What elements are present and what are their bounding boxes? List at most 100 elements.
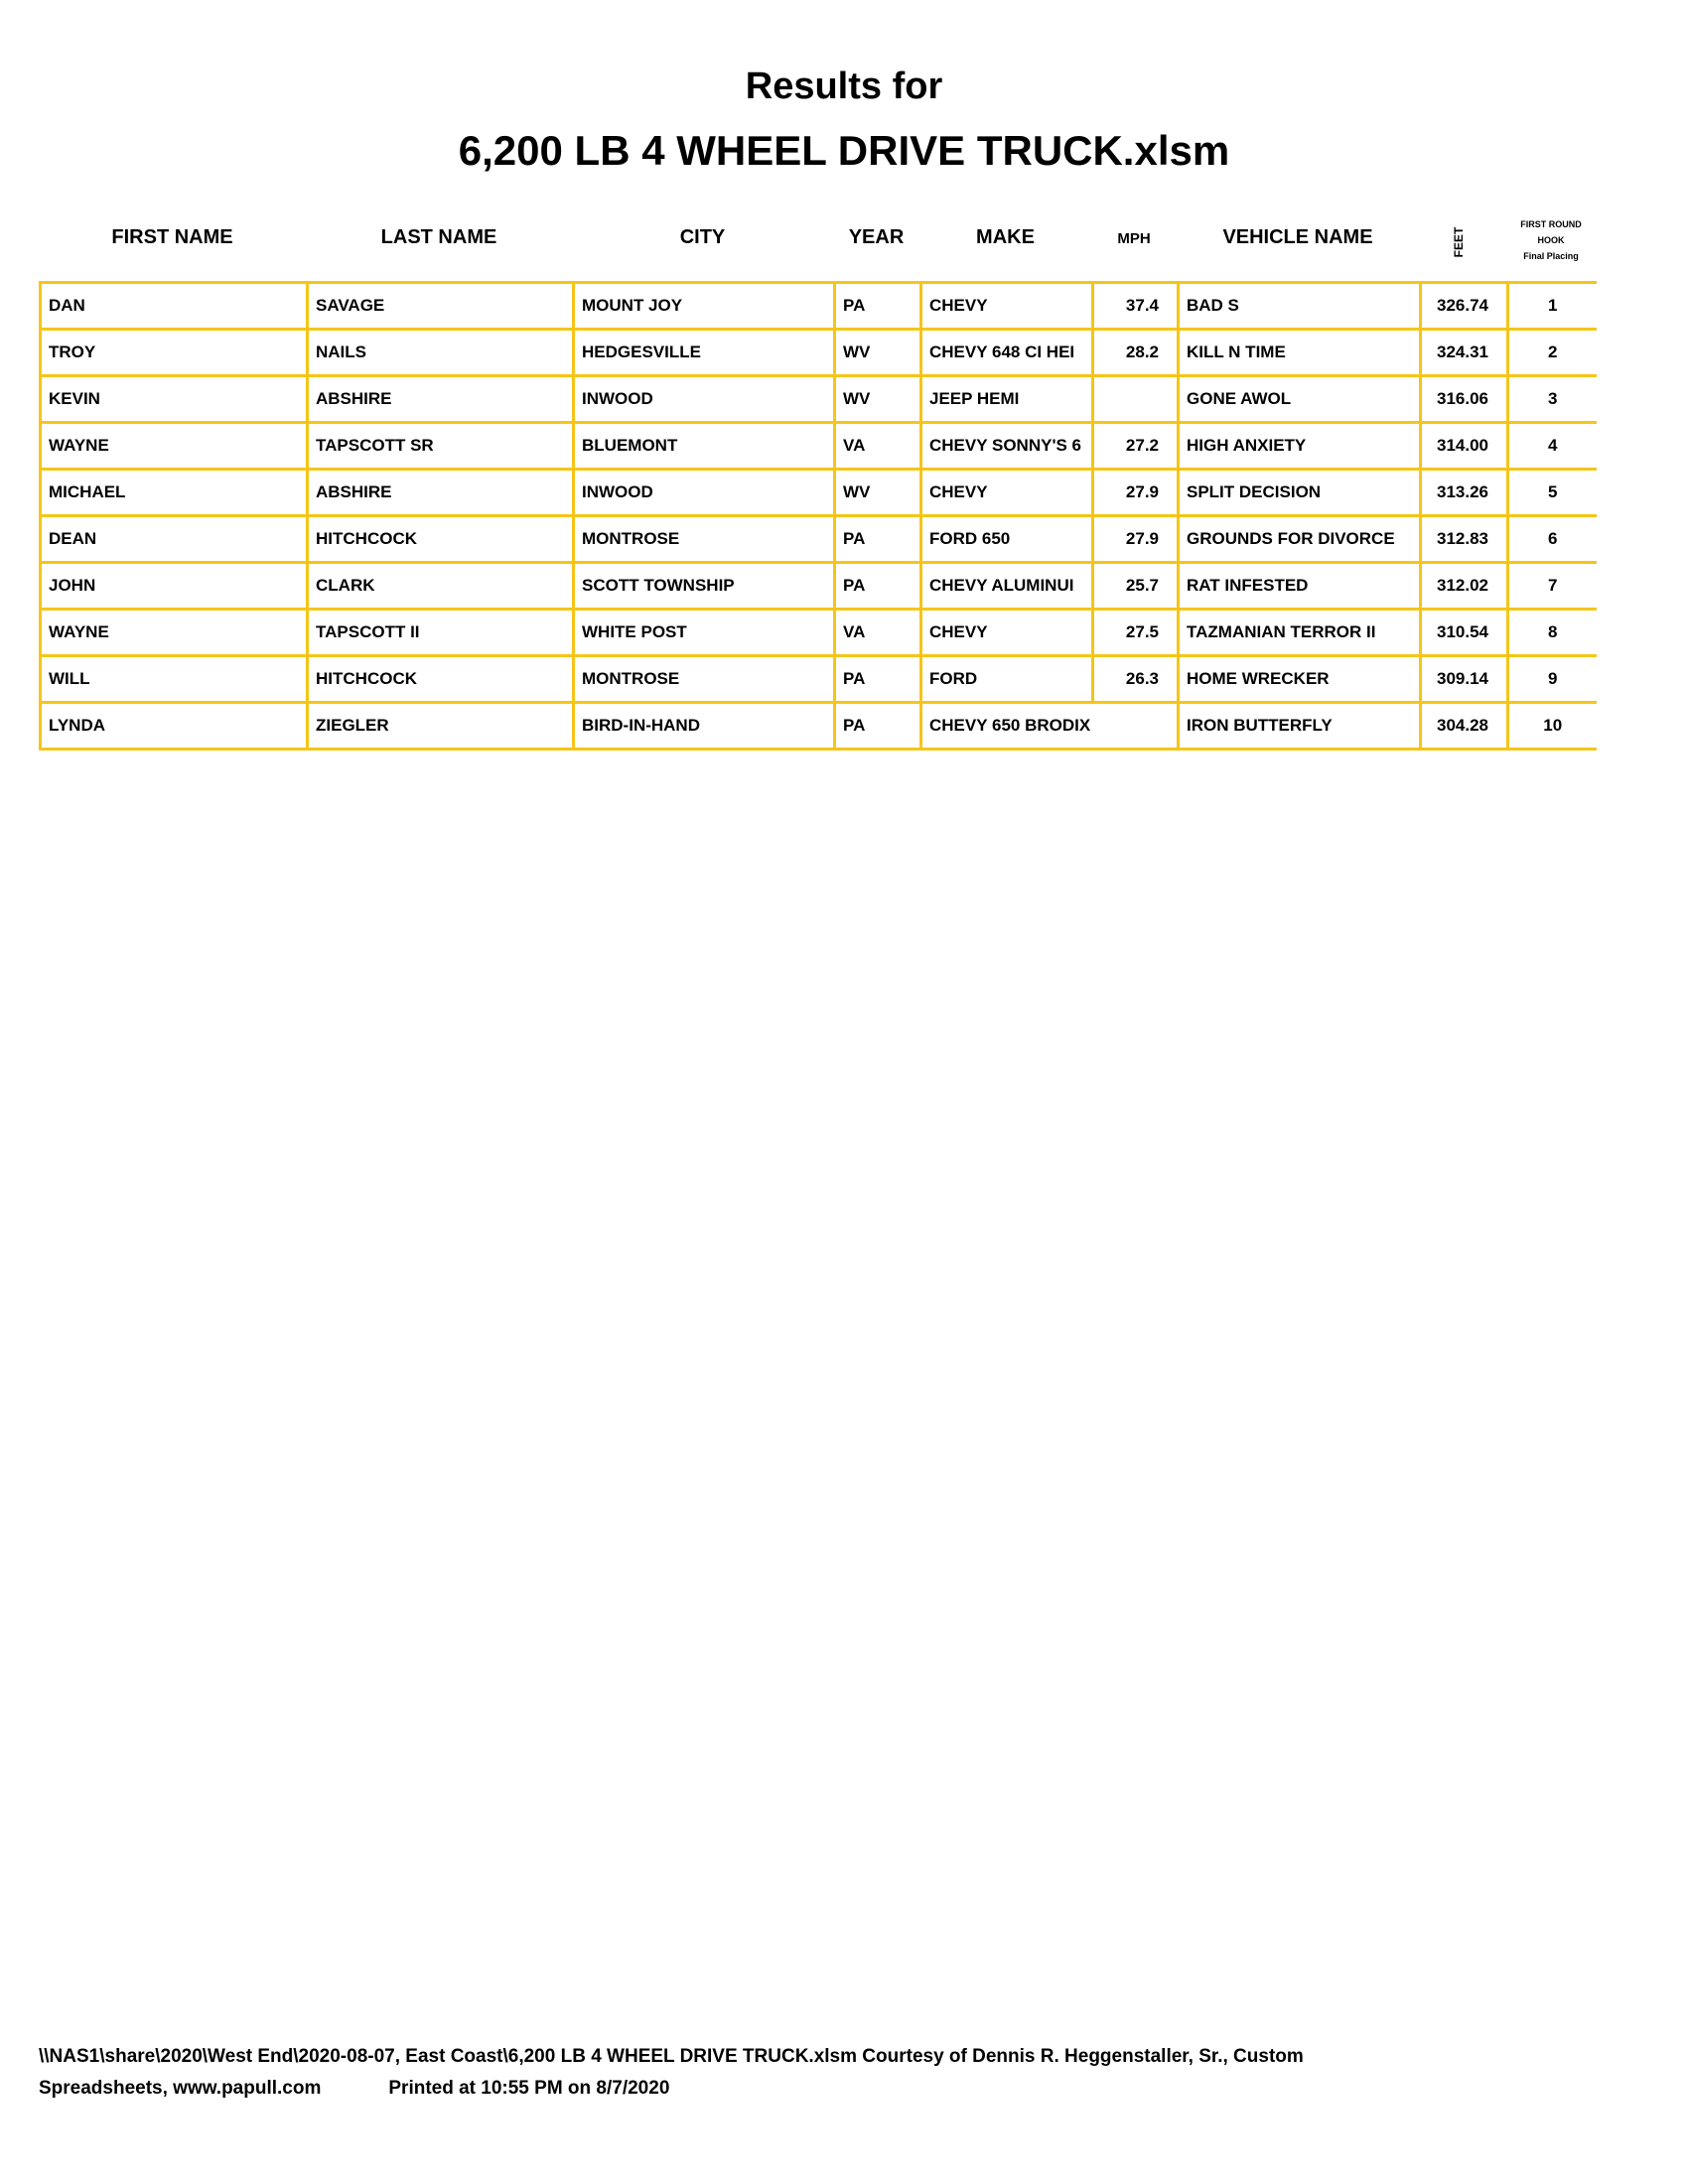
header-year: YEAR — [848, 226, 905, 248]
cell-last-name: HITCHCOCK — [306, 514, 575, 564]
table-row: KEVIN ABSHIRE INWOOD WV JEEP HEMI GONE AWOL 31… — [39, 374, 1597, 424]
cell-vehicle-name: RAT INFESTED — [1177, 561, 1422, 611]
cell-vehicle-name: GROUNDS FOR DIVORCE — [1177, 514, 1422, 564]
cell-make: CHEVY — [919, 281, 1094, 331]
header-city: CITY — [679, 226, 726, 248]
cell-mph: 37.4 — [1091, 281, 1180, 331]
cell-feet: 313.26 — [1419, 468, 1509, 517]
cell-feet: 316.06 — [1419, 374, 1509, 424]
header-last-name: LAST NAME — [380, 226, 497, 248]
cell-make: JEEP HEMI — [919, 374, 1094, 424]
cell-city: BIRD-IN-HAND — [572, 701, 836, 751]
cell-vehicle-name: KILL N TIME — [1177, 328, 1422, 377]
table-row: TROY NAILS HEDGESVILLE WV CHEVY 648 CI HEI 28… — [39, 328, 1597, 377]
cell-vehicle-name: SPLIT DECISION — [1177, 468, 1422, 517]
cell-state: VA — [833, 421, 922, 471]
cell-feet: 309.14 — [1419, 654, 1509, 704]
table-row: MICHAEL ABSHIRE INWOOD WV CHEVY 27.9 SPLIT DEC… — [39, 468, 1597, 517]
cell-vehicle-name: BAD S — [1177, 281, 1422, 331]
cell-mph: 27.2 — [1091, 421, 1180, 471]
cell-feet: 326.74 — [1419, 281, 1509, 331]
cell-placing: 4 — [1506, 421, 1597, 471]
cell-state: WV — [833, 468, 922, 517]
table-row: DEAN HITCHCOCK MONTROSE PA FORD 650 27.9 GROUN… — [39, 514, 1597, 564]
cell-feet: 304.28 — [1419, 701, 1509, 751]
cell-last-name: ZIEGLER — [306, 701, 575, 751]
table-row: WAYNE TAPSCOTT II WHITE POST VA CHEVY 27.5 TAZ… — [39, 608, 1597, 657]
table-row: DAN SAVAGE MOUNT JOY PA CHEVY 37.4 BAD S 326.74… — [39, 281, 1597, 331]
cell-city: BLUEMONT — [572, 421, 836, 471]
cell-state: PA — [833, 701, 922, 751]
cell-first-name: LYNDA — [39, 701, 309, 751]
cell-placing: 2 — [1506, 328, 1597, 377]
cell-first-name: DAN — [39, 281, 309, 331]
cell-make: CHEVY ALUMINUI — [919, 561, 1094, 611]
cell-last-name: CLARK — [306, 561, 575, 611]
cell-first-name: JOHN — [39, 561, 309, 611]
table-row: JOHN CLARK SCOTT TOWNSHIP PA CHEVY ALUMINUI 2… — [39, 561, 1597, 611]
cell-last-name: ABSHIRE — [306, 374, 575, 424]
cell-placing: 3 — [1506, 374, 1597, 424]
cell-state: VA — [833, 608, 922, 657]
cell-vehicle-name: TAZMANIAN TERROR II — [1177, 608, 1422, 657]
cell-mph: 27.9 — [1091, 514, 1180, 564]
cell-feet: 314.00 — [1419, 421, 1509, 471]
cell-vehicle-name: HIGH ANXIETY — [1177, 421, 1422, 471]
cell-vehicle-name: HOME WRECKER — [1177, 654, 1422, 704]
cell-city: MONTROSE — [572, 514, 836, 564]
cell-state: PA — [833, 561, 922, 611]
cell-make: CHEVY — [919, 468, 1094, 517]
cell-feet: 310.54 — [1419, 608, 1509, 657]
cell-state: WV — [833, 374, 922, 424]
cell-first-name: WILL — [39, 654, 309, 704]
table-row: LYNDA ZIEGLER BIRD-IN-HAND PA CHEVY 650 BROD… — [39, 701, 1597, 751]
header-hook-line3: Final Placing — [1523, 251, 1579, 261]
cell-city: SCOTT TOWNSHIP — [572, 561, 836, 611]
header-feet: FEET — [1452, 226, 1466, 258]
cell-state: PA — [833, 514, 922, 564]
cell-make: FORD — [919, 654, 1094, 704]
title-line-1: Results for — [745, 66, 943, 107]
cell-placing: 5 — [1506, 468, 1597, 517]
cell-mph: 26.3 — [1091, 654, 1180, 704]
cell-city: WHITE POST — [572, 608, 836, 657]
cell-first-name: KEVIN — [39, 374, 309, 424]
header-final-placing: FIRST ROUND HOOK Final Placing — [1506, 216, 1596, 264]
cell-mph — [1091, 374, 1180, 424]
header-vehicle-name: VEHICLE NAME — [1222, 226, 1373, 248]
footer-printed: Printed at 10:55 PM on 8/7/2020 — [388, 2078, 670, 2099]
header-first-name: FIRST NAME — [111, 226, 233, 248]
cell-make: CHEVY — [919, 608, 1094, 657]
table-row: WILL HITCHCOCK MONTROSE PA FORD 26.3 HOME WREC… — [39, 654, 1597, 704]
cell-mph: 27.9 — [1091, 468, 1180, 517]
cell-mph: 28.2 — [1091, 328, 1180, 377]
cell-placing: 8 — [1506, 608, 1597, 657]
cell-last-name: ABSHIRE — [306, 468, 575, 517]
title-line-2: 6,200 LB 4 WHEEL DRIVE TRUCK.xlsm — [458, 127, 1230, 174]
cell-feet: 312.02 — [1419, 561, 1509, 611]
cell-city: MOUNT JOY — [572, 281, 836, 331]
cell-city: INWOOD — [572, 374, 836, 424]
cell-city: MONTROSE — [572, 654, 836, 704]
cell-make: CHEVY SONNY'S 6 — [919, 421, 1094, 471]
cell-placing: 6 — [1506, 514, 1597, 564]
cell-first-name: WAYNE — [39, 608, 309, 657]
cell-last-name: SAVAGE — [306, 281, 575, 331]
cell-first-name: DEAN — [39, 514, 309, 564]
cell-first-name: TROY — [39, 328, 309, 377]
header-mph: MPH — [1117, 230, 1151, 247]
cell-placing: 10 — [1506, 701, 1597, 751]
table-row: WAYNE TAPSCOTT SR BLUEMONT VA CHEVY SONNY'S … — [39, 421, 1597, 471]
cell-feet: 312.83 — [1419, 514, 1509, 564]
cell-vehicle-name: IRON BUTTERFLY — [1177, 701, 1422, 751]
cell-placing: 7 — [1506, 561, 1597, 611]
cell-feet: 324.31 — [1419, 328, 1509, 377]
header-make: MAKE — [976, 226, 1035, 248]
cell-last-name: TAPSCOTT SR — [306, 421, 575, 471]
cell-state: PA — [833, 654, 922, 704]
cell-placing: 1 — [1506, 281, 1597, 331]
cell-make: FORD 650 — [919, 514, 1094, 564]
header-hook-line1: FIRST ROUND — [1520, 219, 1582, 229]
cell-make: CHEVY 650 BRODIX — [919, 701, 1180, 751]
cell-make: CHEVY 648 CI HEI — [919, 328, 1094, 377]
